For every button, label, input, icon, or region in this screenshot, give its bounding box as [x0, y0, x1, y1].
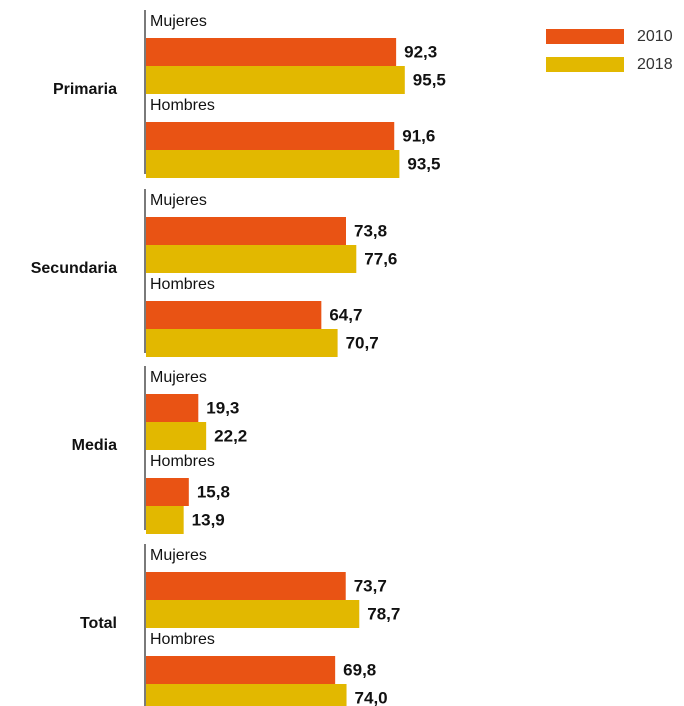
data-label: 19,3	[206, 398, 239, 417]
legend-label: 2010	[637, 28, 673, 45]
subgroup-label: Mujeres	[150, 369, 207, 386]
bar-2010	[146, 38, 397, 66]
data-label: 15,8	[197, 482, 230, 501]
subgroup-label: Mujeres	[150, 192, 207, 209]
data-label: 95,5	[413, 70, 446, 89]
bar-2018	[146, 150, 400, 178]
bar-2010	[146, 656, 336, 684]
group-label: Primaria	[53, 81, 117, 98]
bar-2018	[146, 66, 405, 94]
bar-2018	[146, 329, 338, 357]
data-label: 91,6	[402, 126, 435, 145]
subgroup-label: Mujeres	[150, 13, 207, 30]
bar-2010	[146, 478, 189, 506]
group-label: Secundaria	[31, 260, 117, 277]
legend-swatch-2010	[546, 29, 624, 44]
legend-swatch-2018	[546, 57, 624, 72]
data-label: 74,0	[355, 688, 388, 706]
data-label: 22,2	[214, 426, 247, 445]
data-label: 13,9	[192, 510, 225, 529]
bar-2010	[146, 394, 199, 422]
bar-2018	[146, 684, 347, 706]
data-label: 64,7	[329, 305, 362, 324]
bar-2010	[146, 122, 395, 150]
data-label: 69,8	[343, 660, 376, 679]
bar-2018	[146, 600, 360, 628]
legend-label: 2018	[637, 56, 673, 73]
bar-2018	[146, 245, 357, 273]
data-label: 93,5	[407, 154, 440, 173]
bar-2010	[146, 301, 322, 329]
data-label: 73,8	[354, 221, 387, 240]
bar-2010	[146, 217, 346, 245]
group-label: Media	[72, 437, 117, 454]
bar-2018	[146, 506, 184, 534]
data-label: 78,7	[367, 604, 400, 623]
data-label: 92,3	[404, 42, 437, 61]
subgroup-label: Hombres	[150, 97, 215, 114]
subgroup-label: Hombres	[150, 631, 215, 648]
subgroup-label: Mujeres	[150, 547, 207, 564]
data-label: 77,6	[364, 249, 397, 268]
subgroup-label: Hombres	[150, 276, 215, 293]
bar-2018	[146, 422, 207, 450]
group-label: Total	[80, 615, 117, 632]
bar-2010	[146, 572, 346, 600]
data-label: 73,7	[354, 576, 387, 595]
data-label: 70,7	[346, 333, 379, 352]
subgroup-label: Hombres	[150, 453, 215, 470]
